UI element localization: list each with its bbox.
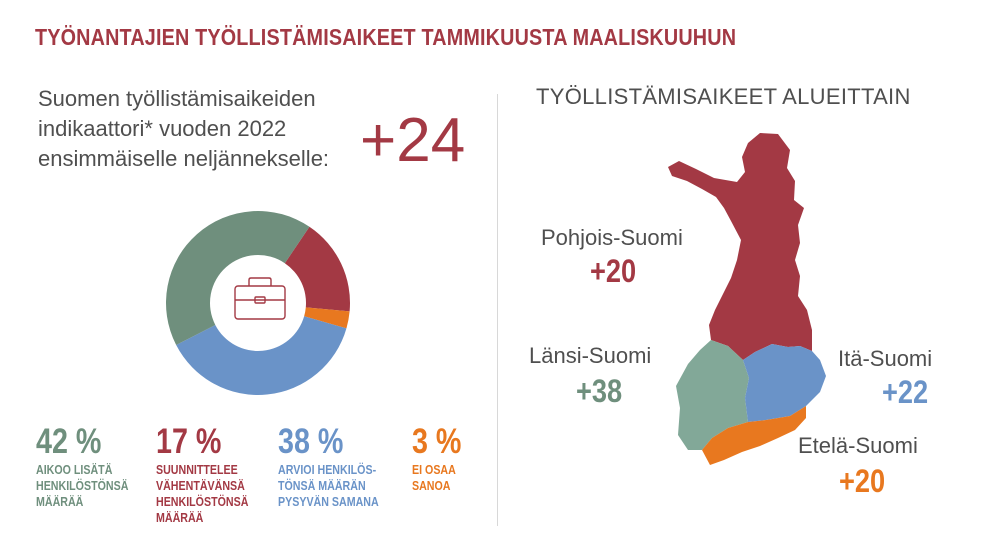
donut-slice [166, 211, 310, 346]
stat-line: SUUNNITTELEE [156, 462, 238, 477]
stat-description: ARVIOI HENKILÖS- TÖNSÄ MÄÄRÄN PYSYVÄN SA… [278, 462, 379, 510]
divider [497, 94, 498, 526]
stat-description: SUUNNITTELEE VÄHENTÄVÄNSÄ HENKILÖSTÖNSÄ … [156, 462, 248, 526]
donut-slice [284, 226, 350, 312]
stat-percent: 17 % [156, 422, 222, 461]
indicator-line: Suomen työllistämisaikeiden [38, 86, 316, 111]
stat-same: 38 % ARVIOI HENKILÖS- TÖNSÄ MÄÄRÄN PYSYV… [278, 424, 401, 510]
page-title: TYÖNANTAJIEN TYÖLLISTÄMISAIKEET TAMMIKUU… [35, 24, 737, 50]
map-title: TYÖLLISTÄMISAIKEET ALUEITTAIN [536, 84, 911, 109]
region-pohjois-suomi [668, 133, 812, 360]
stat-line: HENKILÖSTÖNSÄ [156, 494, 249, 509]
stat-description: AIKOO LISÄTÄ HENKILÖSTÖNSÄ MÄÄRÄÄ [36, 462, 128, 510]
stat-line: MÄÄRÄÄ [36, 494, 84, 509]
donut-slices [166, 211, 350, 395]
stat-line: AIKOO LISÄTÄ [36, 462, 113, 477]
indicator-value: +24 [360, 106, 466, 175]
donut-slice [304, 307, 350, 329]
region-lansi-suomi [676, 340, 749, 450]
stat-percent: 42 % [36, 422, 102, 461]
stat-line: SANOA [412, 478, 451, 493]
briefcase-icon [234, 277, 286, 320]
stat-percent: 3 % [412, 422, 462, 461]
stat-decrease: 17 % SUUNNITTELEE VÄHENTÄVÄNSÄ HENKILÖST… [156, 424, 269, 526]
stat-line: VÄHENTÄVÄNSÄ [156, 478, 245, 493]
indicator-line: indikaattori* vuoden 2022 [38, 116, 287, 141]
region-label-etela-suomi: Etelä-Suomi [798, 433, 918, 458]
region-etela-suomi [702, 406, 806, 465]
region-value-etela-suomi: +20 [839, 463, 886, 499]
stat-increase: 42 % AIKOO LISÄTÄ HENKILÖSTÖNSÄ MÄÄRÄÄ [36, 424, 149, 510]
stat-line: ARVIOI HENKILÖS- [278, 462, 377, 477]
region-label-lansi-suomi: Länsi-Suomi [529, 343, 652, 368]
region-value-lansi-suomi: +38 [576, 373, 623, 409]
region-ita-suomi [743, 344, 826, 422]
stat-percent: 38 % [278, 422, 344, 461]
stat-line: EI OSAA [412, 462, 456, 477]
indicator-line: ensimmäiselle neljännekselle: [38, 146, 330, 171]
region-value-pohjois-suomi: +20 [590, 253, 637, 289]
stat-line: HENKILÖSTÖNSÄ [36, 478, 129, 493]
stat-line: PYSYVÄN SAMANA [278, 494, 379, 509]
region-label-pohjois-suomi: Pohjois-Suomi [541, 225, 683, 250]
stat-description: EI OSAA SANOA [412, 462, 461, 494]
donut-chart [166, 211, 350, 395]
stat-line: MÄÄRÄÄ [156, 510, 204, 525]
region-label-ita-suomi: Itä-Suomi [838, 346, 933, 371]
region-value-ita-suomi: +22 [882, 374, 929, 410]
indicator-text: Suomen työllistämisaikeiden indikaattori… [38, 84, 329, 174]
donut-slice [176, 316, 347, 395]
stat-unknown: 3 % EI OSAA SANOA [412, 424, 472, 494]
stat-line: TÖNSÄ MÄÄRÄN [278, 478, 366, 493]
